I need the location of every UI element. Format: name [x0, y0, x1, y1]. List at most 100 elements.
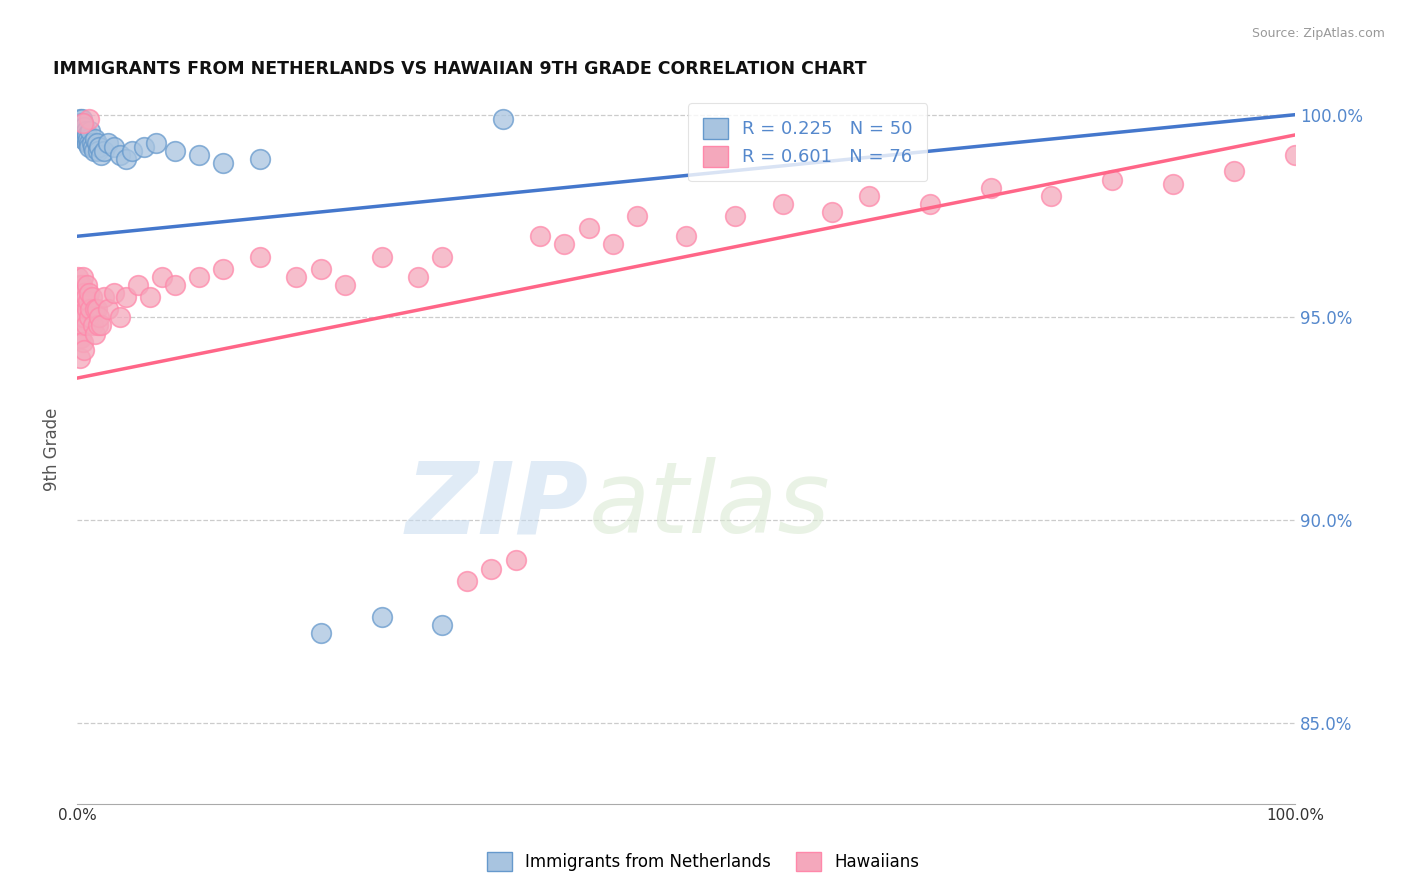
Point	[96, 136, 118, 150]
Point	[492, 112, 515, 126]
Point	[73, 285, 96, 300]
Point	[132, 140, 155, 154]
Point	[285, 269, 308, 284]
Point	[187, 148, 209, 162]
Point	[72, 334, 94, 349]
Point	[212, 156, 235, 170]
Point	[77, 112, 100, 126]
Point	[602, 237, 624, 252]
Point	[1161, 177, 1184, 191]
Point	[70, 112, 93, 126]
Point	[87, 140, 110, 154]
Point	[69, 310, 91, 325]
Point	[249, 250, 271, 264]
Point	[77, 294, 100, 309]
Point	[84, 302, 107, 317]
Point	[70, 120, 93, 134]
Point	[67, 290, 90, 304]
Text: IMMIGRANTS FROM NETHERLANDS VS HAWAIIAN 9TH GRADE CORRELATION CHART: IMMIGRANTS FROM NETHERLANDS VS HAWAIIAN …	[53, 60, 866, 78]
Point	[77, 310, 100, 325]
Point	[73, 128, 96, 142]
Point	[80, 136, 103, 150]
Text: Source: ZipAtlas.com: Source: ZipAtlas.com	[1251, 27, 1385, 40]
Point	[69, 128, 91, 142]
Point	[108, 310, 131, 325]
Point	[70, 302, 93, 317]
Point	[1223, 164, 1246, 178]
Point	[79, 124, 101, 138]
Point	[72, 132, 94, 146]
Point	[505, 553, 527, 567]
Point	[69, 330, 91, 344]
Point	[77, 140, 100, 154]
Point	[553, 237, 575, 252]
Point	[69, 310, 91, 325]
Legend: R = 0.225   N = 50, R = 0.601   N = 76: R = 0.225 N = 50, R = 0.601 N = 76	[689, 103, 928, 181]
Point	[69, 290, 91, 304]
Point	[67, 116, 90, 130]
Point	[75, 318, 97, 333]
Point	[96, 302, 118, 317]
Point	[163, 144, 186, 158]
Point	[309, 626, 332, 640]
Point	[479, 561, 502, 575]
Point	[918, 197, 941, 211]
Point	[72, 269, 94, 284]
Legend: Immigrants from Netherlands, Hawaiians: Immigrants from Netherlands, Hawaiians	[478, 843, 928, 880]
Point	[77, 132, 100, 146]
Point	[70, 277, 93, 292]
Point	[108, 148, 131, 162]
Point	[456, 574, 478, 588]
Point	[67, 120, 90, 134]
Point	[73, 310, 96, 325]
Point	[75, 290, 97, 304]
Point	[87, 144, 110, 158]
Point	[76, 302, 98, 317]
Point	[1101, 172, 1123, 186]
Point	[84, 326, 107, 341]
Point	[72, 116, 94, 130]
Point	[212, 261, 235, 276]
Point	[69, 120, 91, 134]
Point	[121, 144, 143, 158]
Point	[76, 128, 98, 142]
Point	[86, 302, 108, 317]
Point	[69, 128, 91, 142]
Point	[578, 221, 600, 235]
Point	[69, 124, 91, 138]
Point	[333, 277, 356, 292]
Point	[87, 310, 110, 325]
Point	[114, 290, 136, 304]
Point	[145, 136, 167, 150]
Point	[406, 269, 429, 284]
Point	[772, 197, 794, 211]
Point	[70, 318, 93, 333]
Point	[724, 209, 747, 223]
Point	[67, 269, 90, 284]
Point	[139, 290, 162, 304]
Point	[370, 250, 392, 264]
Point	[90, 318, 112, 333]
Point	[150, 269, 173, 284]
Point	[127, 277, 149, 292]
Point	[93, 290, 115, 304]
Point	[187, 269, 209, 284]
Point	[69, 330, 91, 344]
Text: atlas: atlas	[589, 458, 831, 554]
Point	[72, 310, 94, 325]
Point	[626, 209, 648, 223]
Point	[76, 277, 98, 292]
Point	[79, 302, 101, 317]
Point	[77, 285, 100, 300]
Point	[82, 318, 104, 333]
Point	[90, 148, 112, 162]
Point	[70, 124, 93, 138]
Point	[72, 290, 94, 304]
Point	[69, 112, 91, 126]
Point	[84, 132, 107, 146]
Point	[309, 261, 332, 276]
Point	[249, 153, 271, 167]
Point	[529, 229, 551, 244]
Text: ZIP: ZIP	[405, 458, 589, 554]
Point	[83, 144, 105, 158]
